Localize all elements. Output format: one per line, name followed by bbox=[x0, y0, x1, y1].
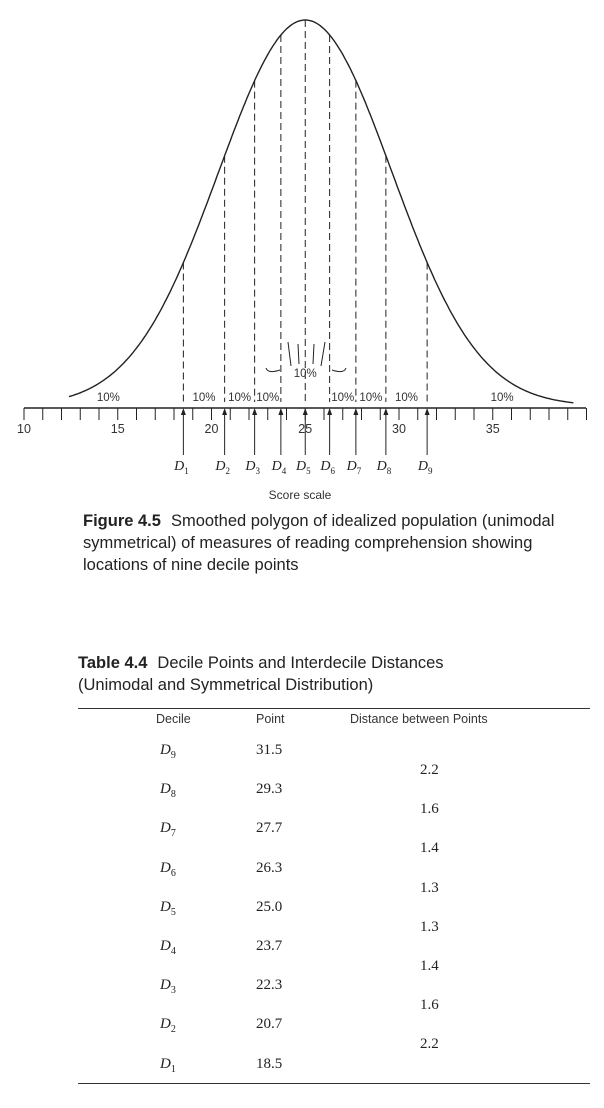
table-caption-number: Table 4.4 bbox=[78, 654, 148, 672]
percent-label-center: 10% bbox=[294, 368, 317, 380]
table-row-decile: D9 bbox=[160, 742, 176, 761]
distribution-curve bbox=[68, 19, 574, 404]
axis-tick-labels: 10 15 20 25 30 35 bbox=[17, 422, 500, 436]
decile-label: D8 bbox=[376, 459, 392, 476]
percent-label: 10% bbox=[228, 392, 251, 404]
header-decile: Decile bbox=[156, 712, 191, 726]
decile-arrowhead bbox=[353, 408, 359, 415]
table-row-decile: D3 bbox=[160, 977, 176, 997]
decile-label: D3 bbox=[244, 459, 260, 476]
tick-label: 35 bbox=[486, 422, 500, 436]
table-caption-line1: Decile Points and Interdecile Distances bbox=[157, 654, 444, 672]
table-bottom-rule bbox=[78, 1083, 590, 1084]
table-row-point: 20.7 bbox=[256, 1016, 283, 1033]
tick-label: 10 bbox=[17, 422, 31, 436]
table-caption: Table 4.4 Decile Points and Interdecile D… bbox=[78, 652, 578, 696]
percent-label: 10% bbox=[359, 392, 382, 404]
decile-label: D6 bbox=[319, 459, 335, 476]
table-row-decile: D8 bbox=[160, 781, 176, 801]
axis-label: Score scale bbox=[269, 488, 332, 502]
percent-label: 10% bbox=[97, 392, 120, 404]
table-row-distance: 1.6 bbox=[420, 997, 439, 1014]
table-row-decile: D6 bbox=[160, 859, 176, 879]
center-arrows bbox=[265, 341, 347, 373]
percent-label: 10% bbox=[491, 392, 514, 404]
table-row-distance: 2.2 bbox=[420, 1036, 439, 1053]
figure-caption-text: Smoothed polygon of idealized population… bbox=[83, 512, 555, 574]
decile-label: D9 bbox=[417, 459, 433, 476]
percent-label: 10% bbox=[256, 392, 279, 404]
percent-labels: 10% 10% 10% 10% 10% 10% 10% 10% 10% bbox=[97, 368, 514, 404]
table-row-point: 27.7 bbox=[256, 820, 283, 837]
decile-arrowhead bbox=[383, 408, 389, 415]
table-row-distance: 1.4 bbox=[420, 958, 439, 974]
tick-label: 20 bbox=[205, 422, 219, 436]
decile-arrowhead bbox=[327, 408, 333, 415]
percent-label: 10% bbox=[331, 392, 354, 404]
table-row-distance: 2.2 bbox=[420, 762, 439, 778]
percent-label: 10% bbox=[192, 392, 215, 404]
tick-label: 25 bbox=[298, 422, 312, 436]
tick-label: 15 bbox=[111, 422, 125, 436]
table-caption-line2: (Unimodal and Symmetrical Distribution) bbox=[78, 676, 374, 694]
table-row-point: 29.3 bbox=[256, 781, 283, 798]
decile-label: D7 bbox=[346, 459, 362, 476]
table-row-point: 22.3 bbox=[256, 977, 283, 994]
decile-arrowhead bbox=[222, 408, 228, 415]
decile-labels: D1 D2 D3 D4 D5 D6 D7 D8 D9 bbox=[173, 459, 433, 476]
decile-arrowhead bbox=[424, 408, 430, 415]
decile-figure: 10 15 20 25 30 35 D1 D2 D3 D4 D5 D6 D7 D8 D9 10% 10% 10… bbox=[17, 19, 587, 502]
table-top-rule bbox=[78, 708, 590, 709]
axis-ticks bbox=[23, 408, 587, 420]
tick-label: 30 bbox=[392, 422, 406, 436]
table-row-decile: D4 bbox=[160, 938, 176, 957]
decile-label: D4 bbox=[271, 459, 287, 476]
table-row-decile: D1 bbox=[160, 1055, 176, 1075]
decile-arrowhead bbox=[252, 408, 258, 415]
table-row-distance: 1.3 bbox=[420, 879, 439, 896]
header-point: Point bbox=[256, 712, 285, 726]
table-row-decile: D7 bbox=[160, 820, 176, 840]
table-row-distance: 1.4 bbox=[420, 840, 439, 857]
table-row-point: 31.5 bbox=[256, 742, 283, 758]
figure-caption-number: Figure 4.5 bbox=[83, 512, 161, 530]
table-row-point: 18.5 bbox=[256, 1055, 283, 1072]
decile-lines bbox=[180, 20, 430, 455]
table-row-distance: 1.3 bbox=[420, 918, 439, 935]
decile-label: D2 bbox=[214, 459, 230, 476]
table-row-point: 23.7 bbox=[256, 938, 283, 954]
decile-label: D1 bbox=[173, 459, 189, 476]
table-row-decile: D5 bbox=[160, 898, 176, 918]
decile-label: D5 bbox=[295, 459, 311, 476]
percent-label: 10% bbox=[395, 392, 418, 404]
decile-arrowhead bbox=[180, 408, 186, 415]
table-row-point: 25.0 bbox=[256, 898, 283, 915]
figure-caption: Figure 4.5 Smoothed polygon of idealized … bbox=[83, 510, 583, 576]
table-row-distance: 1.6 bbox=[420, 801, 439, 818]
table-row-decile: D2 bbox=[160, 1016, 176, 1036]
header-distance: Distance between Points bbox=[350, 712, 488, 726]
decile-arrowhead bbox=[278, 408, 284, 415]
table-row-point: 26.3 bbox=[256, 859, 283, 876]
